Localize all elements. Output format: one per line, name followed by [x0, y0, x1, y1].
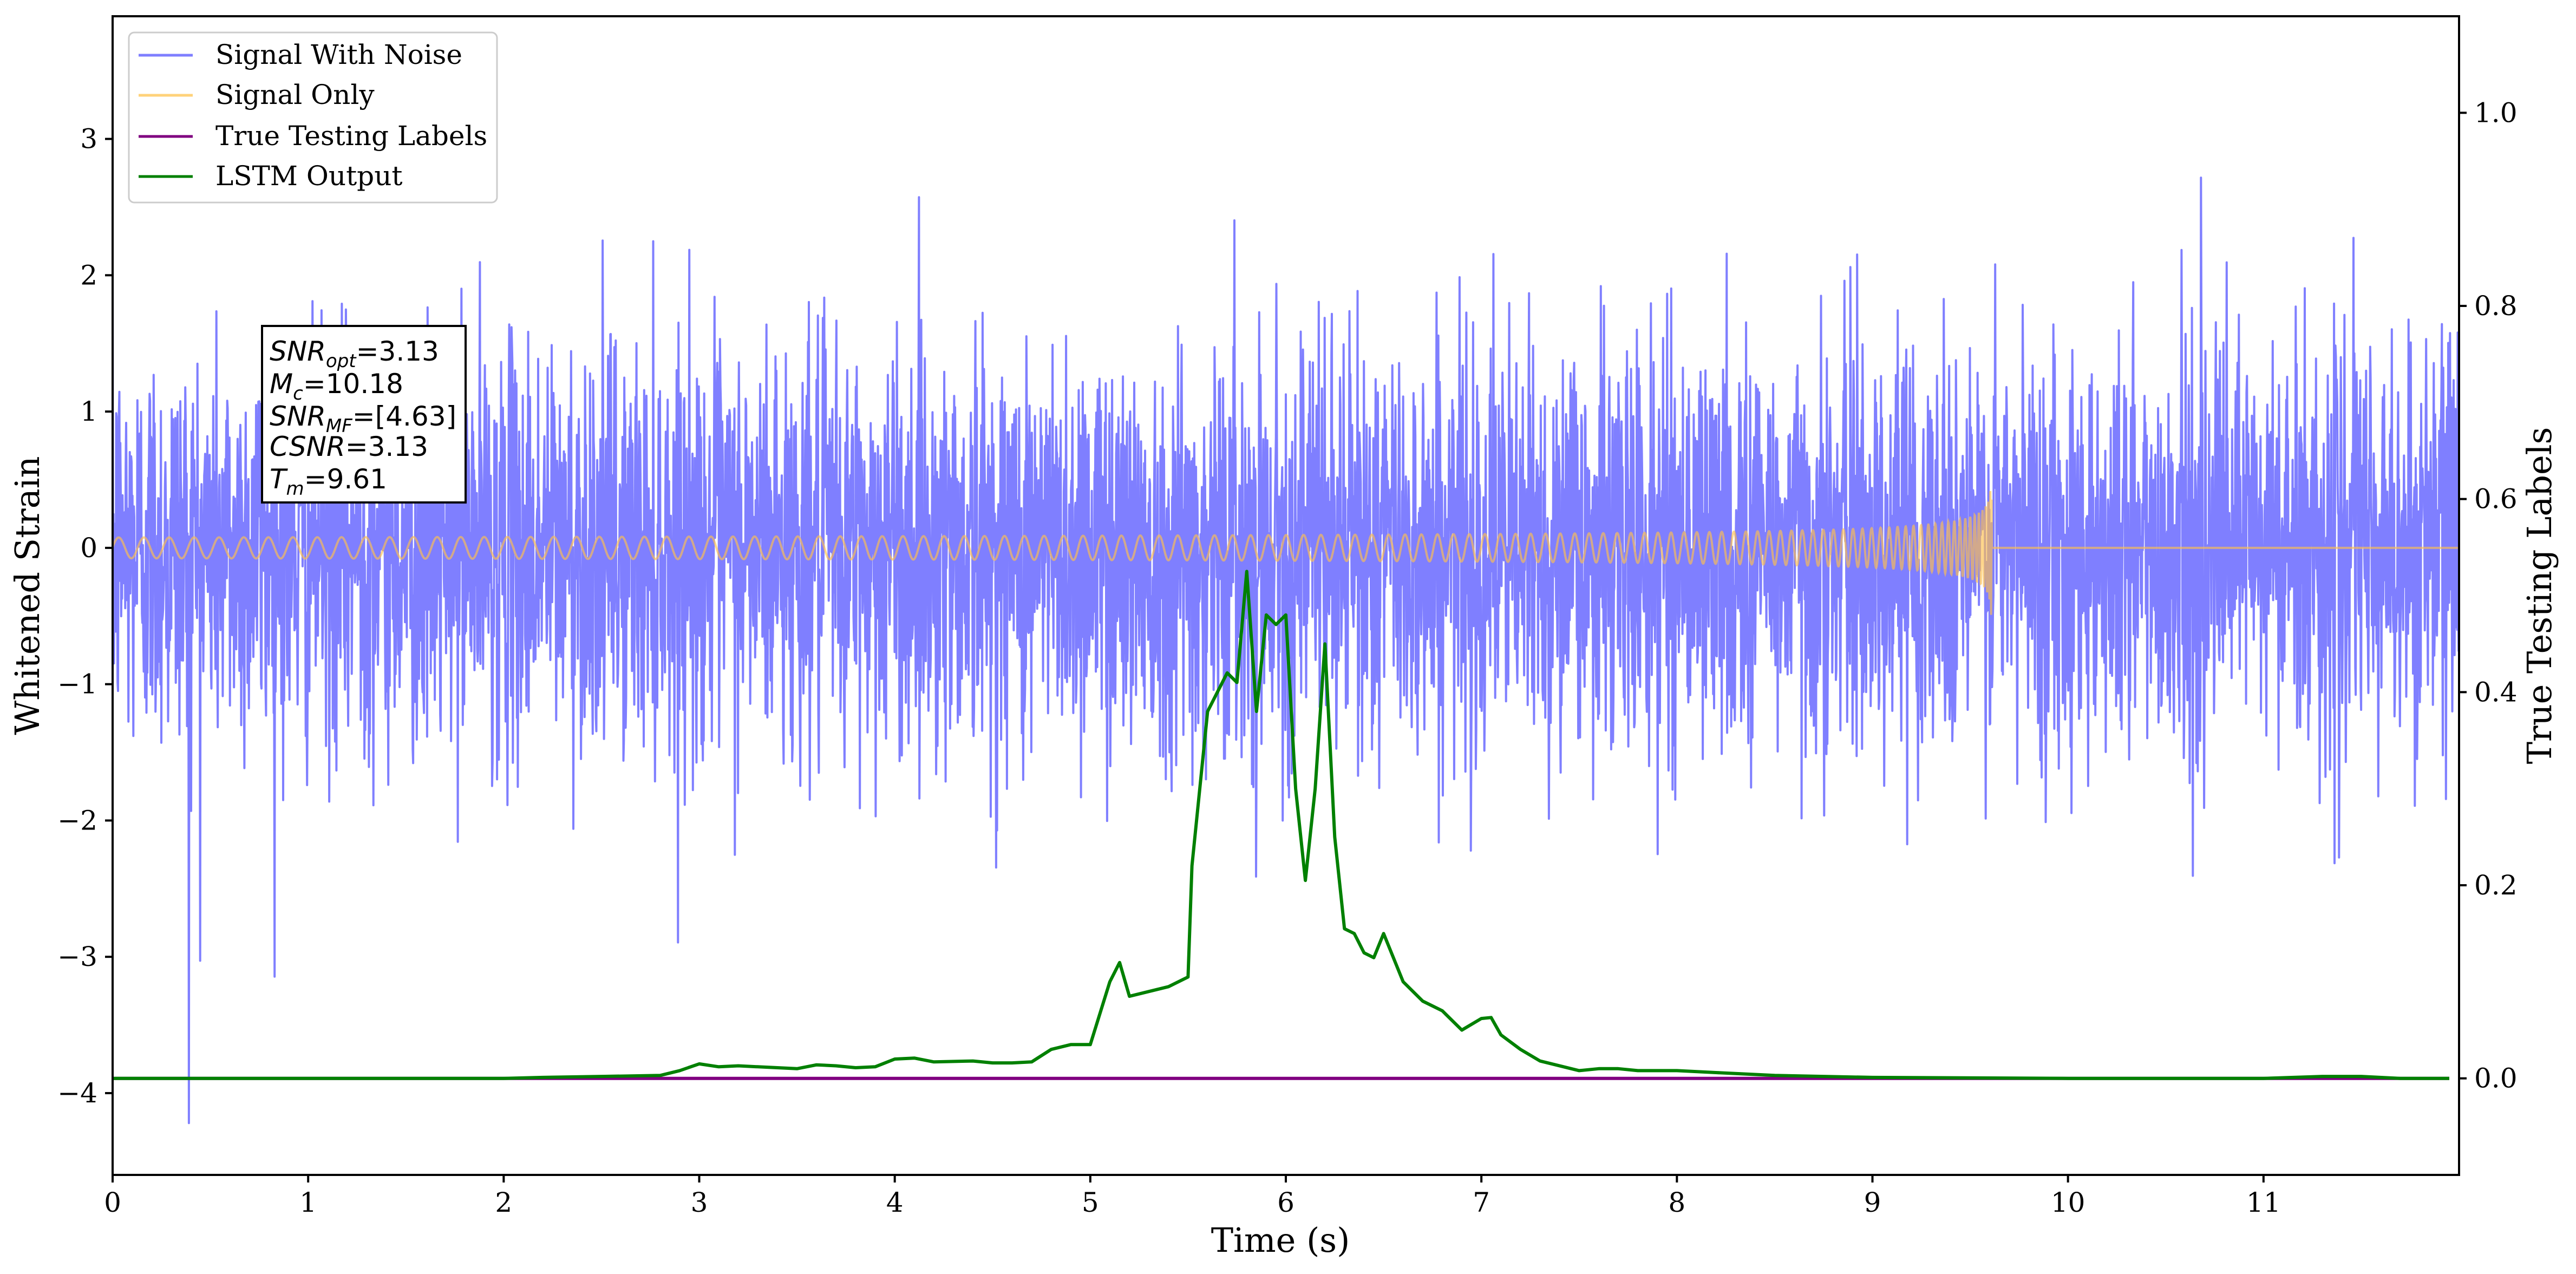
- legend: Signal With Noise Signal Only True Testi…: [128, 31, 498, 204]
- x-tick-label: 7: [1473, 1187, 1490, 1218]
- x-tick-label: 11: [2246, 1187, 2281, 1218]
- y-axis-left: 3 2 1 0 −1 −2 −3 −4: [57, 123, 113, 1109]
- legend-label-lstm-output: LSTM Output: [215, 160, 402, 192]
- y-tick-label: −2: [57, 805, 97, 836]
- y-right-tick-label: 0.4: [2474, 676, 2518, 708]
- y-tick-label: 1: [80, 396, 97, 427]
- y-tick-label: −4: [57, 1077, 97, 1109]
- y-axis-right-title: True Testing Labels: [2520, 427, 2559, 765]
- y-right-tick-label: 1.0: [2474, 97, 2518, 128]
- y-right-tick-label: 0.0: [2474, 1063, 2518, 1094]
- annotation-snr-mf: SNRMF=[4.63]: [270, 401, 456, 437]
- y-tick-label: −3: [57, 941, 97, 972]
- x-tick-label: 3: [691, 1187, 708, 1218]
- x-tick-label: 2: [495, 1187, 512, 1218]
- y-tick-label: 3: [80, 123, 97, 155]
- annotation-mc: Mc=10.18: [270, 368, 403, 404]
- y-right-tick-label: 0.6: [2474, 484, 2518, 515]
- annotation-snr-opt: SNRopt=3.13: [270, 336, 439, 372]
- annotation-tm: Tm=9.61: [270, 463, 387, 500]
- y-axis-right: 1.0 0.8 0.6 0.4 0.2 0.0: [2459, 97, 2518, 1094]
- x-tick-label: 4: [886, 1187, 904, 1218]
- y-tick-label: −1: [57, 669, 97, 700]
- legend-label-signal-only: Signal Only: [215, 79, 375, 110]
- x-tick-label: 10: [2051, 1187, 2085, 1218]
- plot-area: [113, 177, 2459, 1125]
- x-axis: 0 1 2 3 4 5 6 7 8 9 10 11: [104, 1175, 2281, 1218]
- legend-label-signal-with-noise: Signal With Noise: [215, 39, 462, 70]
- x-tick-label: 0: [104, 1187, 121, 1218]
- x-tick-label: 1: [299, 1187, 317, 1218]
- x-tick-label: 5: [1082, 1187, 1099, 1218]
- annotation-frame: [261, 325, 467, 504]
- y-tick-label: 0: [80, 532, 97, 564]
- x-tick-label: 6: [1277, 1187, 1294, 1218]
- series-signal-with-noise: [113, 177, 2459, 1125]
- series-signal-only: [113, 491, 2459, 615]
- x-axis-title: Time (s): [1211, 1220, 1350, 1260]
- annotation-box: SNRopt=3.13 Mc=10.18 SNRMF=[4.63] CSNR=3…: [261, 325, 467, 504]
- annotation-csnr: CSNR=3.13: [270, 431, 428, 462]
- legend-box: [128, 31, 498, 204]
- x-tick-label: 9: [1864, 1187, 1881, 1218]
- series-lstm-output: [113, 570, 2449, 1080]
- y-tick-label: 2: [80, 259, 97, 291]
- y-right-tick-label: 0.2: [2474, 870, 2518, 901]
- legend-label-true-testing-labels: True Testing Labels: [215, 120, 487, 152]
- y-right-tick-label: 0.8: [2474, 290, 2518, 322]
- y-axis-title: Whitened Strain: [8, 456, 47, 735]
- x-tick-label: 8: [1668, 1187, 1685, 1218]
